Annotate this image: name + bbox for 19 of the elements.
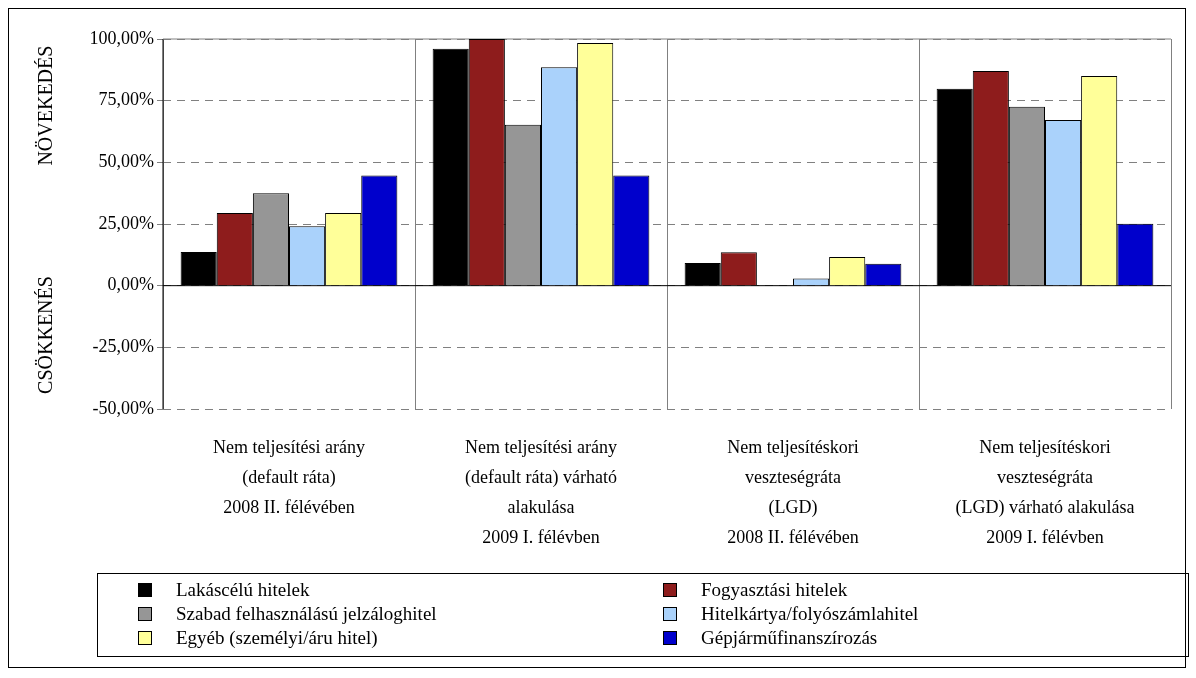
y-tick-label: 100,00% bbox=[89, 27, 154, 48]
y-tick-label: 50,00% bbox=[98, 151, 154, 172]
y-tick-label: 25,00% bbox=[98, 212, 154, 233]
y-tick-label: -50,00% bbox=[92, 397, 154, 418]
x-tick-label: Nem teljesítéskori veszteségráta (LGD) 2008 II. félévében bbox=[727, 436, 859, 547]
y-tick-label: 0,00% bbox=[107, 274, 154, 295]
text: CSÖKKENÉS bbox=[34, 276, 57, 394]
legend-label: Gépjárműfinanszírozás bbox=[701, 627, 878, 649]
legend-label: Fogyasztási hitelek bbox=[701, 579, 848, 601]
x-tick-label: Nem teljesítési arány (default ráta) várható alakulása 2009 I. félévben bbox=[465, 436, 617, 547]
legend-label: Hitelkártya/folyószámlahitel bbox=[701, 603, 919, 625]
y-axis-title: NÖVEKEDÉS bbox=[34, 45, 57, 166]
legend-label: Szabad felhasználású jelzáloghitel bbox=[176, 603, 437, 625]
legend-label: Egyéb (személyi/áru hitel) bbox=[176, 627, 378, 649]
legend-label: Lakáscélú hitelek bbox=[176, 579, 310, 601]
x-tick-label: Nem teljesítéskori veszteségráta (LGD) várható alakulása 2009 I. félévben bbox=[955, 436, 1135, 547]
y-tick-label: -25,00% bbox=[92, 336, 154, 357]
x-tick-label: Nem teljesítési arány (default ráta) 2008 II. félévében bbox=[213, 436, 365, 517]
y-tick-label: 75,00% bbox=[98, 89, 154, 110]
